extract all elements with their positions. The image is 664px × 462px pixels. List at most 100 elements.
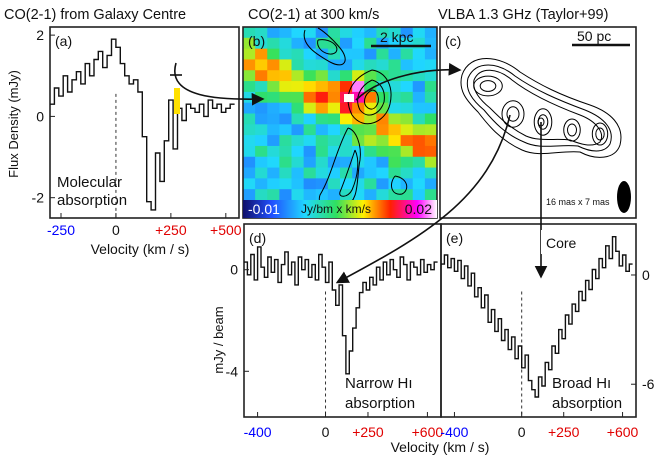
component-contour — [533, 108, 553, 136]
heatmap-cell — [340, 145, 353, 158]
heatmap-cell — [388, 189, 402, 201]
annotation-line-1: Molecular — [57, 174, 122, 191]
annotation-line-2: absorption — [552, 395, 622, 412]
x-tick-label: -400 — [440, 424, 468, 440]
heatmap-cell — [303, 156, 317, 168]
heatmap-cell — [376, 37, 389, 50]
heatmap-cell — [243, 145, 256, 158]
heatmap-cell — [291, 81, 305, 93]
heatmap-cell — [267, 145, 280, 158]
heatmap-cell — [291, 91, 305, 104]
heatmap-cell — [412, 135, 426, 147]
heatmap-cell — [267, 70, 280, 82]
co-contour — [364, 89, 379, 110]
heatmap-cell — [315, 135, 329, 147]
heatmap-cells — [243, 27, 437, 201]
heatmap-cell — [327, 124, 341, 136]
heatmap-cell — [255, 167, 268, 179]
heatmap-cell — [340, 48, 353, 60]
heatmap-cell — [424, 135, 437, 147]
heatmap-cell — [327, 178, 341, 190]
heatmap-cell — [376, 48, 389, 60]
beam-ellipse — [617, 181, 631, 213]
heatmap-cell — [267, 178, 280, 190]
heatmap-cell — [424, 189, 437, 201]
y-tick-label: -2 — [32, 190, 45, 206]
heatmap-cell — [412, 37, 426, 50]
heatmap-cell — [279, 189, 292, 201]
x-tick-label: -400 — [244, 424, 272, 440]
heatmap-cell — [315, 59, 329, 71]
heatmap-cell — [388, 91, 402, 104]
heatmap-cell — [376, 135, 389, 147]
y-tick-label: 0 — [642, 267, 650, 283]
heatmap-cell — [255, 178, 268, 190]
heatmap-cell — [243, 178, 256, 190]
annotation-line-1: Broad Hı — [552, 375, 611, 392]
mjy-beam-label: mJy / beam — [211, 306, 226, 373]
heatmap-cell — [424, 91, 437, 104]
colorbar-max-label: 0.02 — [405, 201, 432, 217]
x-tick-label: +250 — [548, 424, 580, 440]
heatmap-cell — [340, 189, 353, 201]
heatmap-cell — [376, 81, 389, 93]
heatmap-cell — [303, 81, 317, 93]
heatmap-cell — [279, 81, 292, 93]
heatmap-cell — [327, 189, 341, 201]
heatmap-cell — [243, 167, 256, 179]
heatmap-cell — [412, 59, 426, 71]
panel-label: (d) — [249, 230, 266, 246]
heatmap-cell — [424, 37, 437, 50]
heatmap-cell — [352, 37, 365, 50]
header-a: CO(2-1) from Galaxy Centre — [4, 7, 186, 23]
heatmap-cell — [291, 178, 305, 190]
heatmap-cell — [340, 135, 353, 147]
heatmap-cell — [340, 167, 353, 179]
heatmap-cell — [364, 178, 377, 190]
heatmap-cell — [388, 145, 402, 158]
heatmap-cell — [388, 27, 402, 39]
heatmap-cell — [279, 156, 292, 168]
heatmap-cell — [255, 145, 268, 158]
heatmap-cell — [340, 113, 353, 125]
heatmap-cell — [400, 135, 414, 147]
colorbar-min-label: -0.01 — [248, 201, 280, 217]
radio-contours — [460, 58, 622, 158]
arrow-c-to-d — [335, 114, 511, 284]
heatmap-cell — [364, 113, 377, 125]
beam-label: 16 mas x 7 mas — [546, 197, 610, 207]
x-tick-label: 0 — [518, 424, 526, 440]
heatmap-cell — [303, 145, 317, 158]
heatmap-cell — [291, 124, 305, 136]
heatmap-cell — [291, 27, 305, 39]
heatmap-cell — [303, 91, 317, 104]
component-contour — [563, 118, 581, 142]
heatmap-cell — [340, 102, 353, 114]
heatmap-cell — [388, 102, 402, 114]
heatmap-cell — [291, 48, 305, 60]
x-tick-label: 0 — [322, 424, 330, 440]
heatmap-cell — [388, 37, 402, 50]
heatmap-cell — [315, 113, 329, 125]
heatmap-cell — [388, 59, 402, 71]
heatmap-cell — [352, 70, 365, 82]
heatmap-cell — [376, 189, 389, 201]
heatmap-cell — [279, 124, 292, 136]
heatmap-cell — [303, 59, 317, 71]
heatmap-cell — [340, 124, 353, 136]
heatmap-cell — [388, 156, 402, 168]
heatmap-cell — [376, 27, 389, 39]
heatmap-cell — [279, 48, 292, 60]
co-contour — [357, 79, 385, 116]
heatmap-cell — [424, 124, 437, 136]
heatmap-cell — [412, 145, 426, 158]
x-tick-label: +250 — [155, 222, 187, 238]
heatmap-cell — [424, 70, 437, 82]
heatmap-cell — [315, 124, 329, 136]
heatmap-cell — [315, 27, 329, 39]
heatmap-cell — [364, 91, 377, 104]
heatmap-cell — [424, 156, 437, 168]
heatmap-cell — [243, 37, 256, 50]
heatmap-cell — [364, 102, 377, 114]
heatmap-cell — [315, 70, 329, 82]
